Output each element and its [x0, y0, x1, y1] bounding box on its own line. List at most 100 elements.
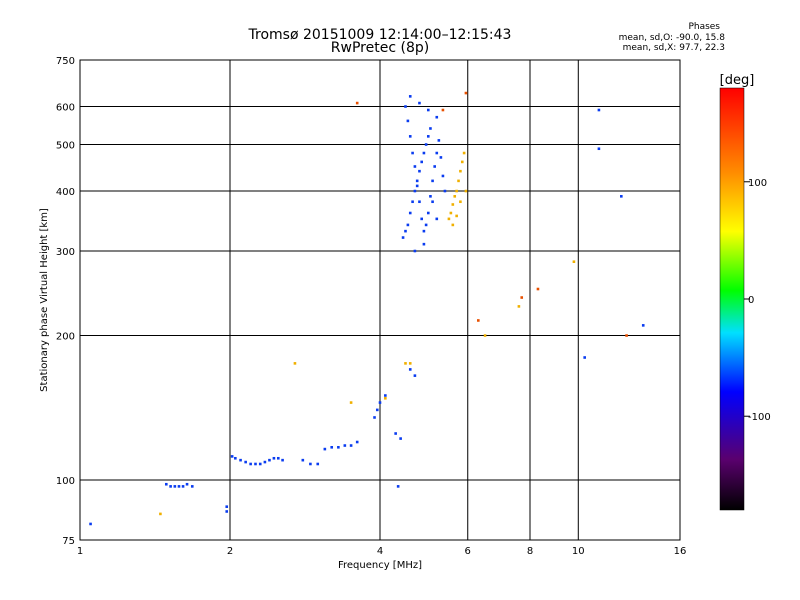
- data-point: [301, 458, 305, 462]
- y-axis-label: Stationary phase Virtual Height [km]: [39, 208, 50, 392]
- data-point: [464, 189, 468, 193]
- data-point: [422, 151, 426, 155]
- data-point: [641, 324, 645, 327]
- data-point: [483, 334, 487, 337]
- x-tick-label: 4: [377, 546, 383, 557]
- data-point: [330, 446, 334, 449]
- data-point: [404, 362, 407, 365]
- data-point: [517, 305, 521, 308]
- data-point: [230, 455, 234, 458]
- data-point: [451, 203, 455, 206]
- data-point: [254, 462, 257, 466]
- data-point: [408, 368, 412, 371]
- data-point: [449, 211, 453, 215]
- colorbar-label: [deg]: [720, 73, 755, 88]
- data-point: [455, 214, 458, 218]
- phase-stats-title: Phases: [688, 22, 720, 32]
- colorbar-tick-label: -100: [748, 412, 771, 423]
- data-point: [424, 223, 428, 227]
- data-point: [349, 401, 353, 404]
- data-point: [429, 127, 432, 130]
- data-point: [418, 200, 421, 204]
- data-point: [420, 160, 423, 164]
- data-point: [408, 211, 412, 215]
- data-point: [272, 456, 276, 460]
- data-point: [435, 151, 439, 155]
- data-point: [413, 374, 417, 377]
- x-tick-label: 16: [674, 546, 687, 557]
- data-point: [384, 394, 387, 397]
- data-point: [426, 108, 430, 112]
- data-point: [164, 482, 168, 486]
- data-point: [355, 101, 359, 105]
- data-point: [459, 200, 462, 204]
- data-point: [455, 189, 458, 193]
- y-tick-label: 300: [56, 247, 75, 258]
- data-point: [433, 165, 436, 168]
- data-point: [597, 147, 601, 151]
- data-point: [459, 169, 462, 173]
- data-point: [225, 510, 229, 513]
- data-point: [355, 440, 359, 444]
- data-point: [378, 401, 382, 404]
- data-point: [441, 108, 445, 112]
- data-point: [258, 462, 262, 466]
- data-point: [293, 362, 297, 365]
- y-tick-label: 200: [56, 332, 75, 343]
- data-point: [396, 485, 400, 488]
- data-point: [431, 200, 434, 204]
- data-point: [424, 143, 428, 146]
- data-point: [244, 460, 247, 464]
- data-point: [411, 200, 414, 204]
- y-tick-label: 750: [56, 56, 75, 67]
- data-point: [408, 135, 412, 138]
- data-point: [418, 101, 421, 105]
- data-point: [185, 482, 189, 486]
- data-point: [316, 462, 320, 466]
- data-point: [413, 189, 417, 193]
- y-tick-label: 75: [62, 536, 75, 547]
- data-point: [159, 512, 162, 516]
- y-tick-label: 500: [56, 141, 75, 152]
- data-point: [263, 460, 267, 464]
- data-points: [89, 91, 645, 526]
- data-point: [169, 485, 172, 488]
- data-point: [418, 169, 421, 173]
- data-point: [460, 160, 464, 164]
- data-point: [457, 179, 460, 183]
- data-point: [411, 151, 414, 155]
- data-point: [309, 462, 312, 466]
- data-point: [422, 242, 426, 246]
- chart-title: Tromsø 20151009 12:14:00–12:15:43: [248, 27, 512, 43]
- colorbar-ticks: -100 0 100: [744, 178, 771, 423]
- data-point: [422, 229, 426, 233]
- data-point: [323, 447, 327, 451]
- data-point: [426, 135, 430, 138]
- data-point: [597, 108, 601, 112]
- data-point: [408, 362, 412, 365]
- data-point: [464, 91, 468, 95]
- data-point: [451, 223, 455, 227]
- data-point: [441, 174, 445, 178]
- data-point: [177, 485, 181, 488]
- data-point: [447, 217, 451, 221]
- data-point: [276, 456, 280, 460]
- colorbar-tick-label: 0: [748, 295, 754, 306]
- data-point: [384, 397, 387, 400]
- colorbar-tick-label: 100: [748, 178, 767, 189]
- data-point: [435, 217, 439, 221]
- data-point: [453, 195, 457, 198]
- data-point: [413, 249, 417, 253]
- data-point: [190, 485, 194, 488]
- data-point: [415, 179, 419, 183]
- data-point: [620, 195, 623, 198]
- data-point: [583, 356, 586, 359]
- colorbar: [719, 87, 745, 511]
- data-point: [439, 156, 443, 159]
- plot-frame: [79, 59, 681, 541]
- x-tick-label: 8: [527, 546, 533, 557]
- data-point: [181, 485, 185, 488]
- x-axis-label: Frequency [MHz]: [338, 560, 422, 571]
- phase-stats-x: mean, sd,X: 97.7, 22.3: [622, 43, 725, 53]
- data-point: [404, 229, 407, 233]
